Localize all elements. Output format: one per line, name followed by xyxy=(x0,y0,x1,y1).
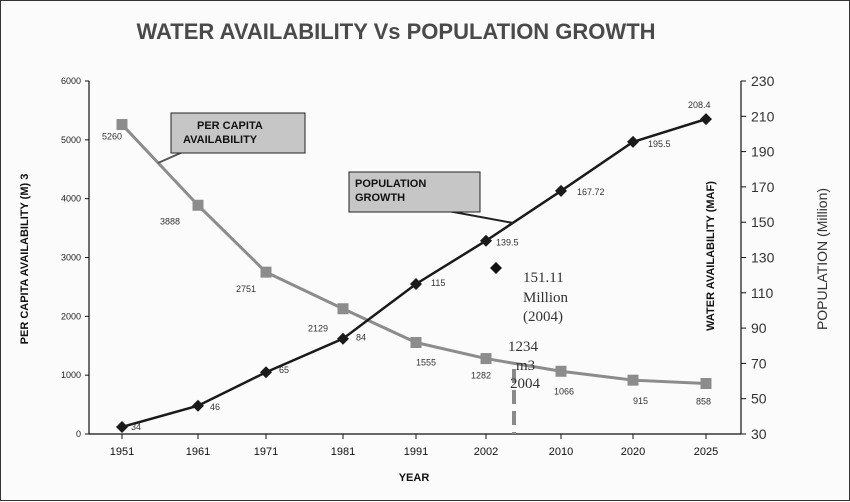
per-capita-data-label: 2751 xyxy=(236,284,256,294)
per-capita-point xyxy=(555,365,567,377)
left-y-ticks: 0 1000 2000 3000 4000 5000 6000 xyxy=(61,76,89,439)
population-callout: POPULATION GROWTH xyxy=(348,171,514,224)
per-capita-data-label: 1555 xyxy=(416,358,436,368)
population-point xyxy=(116,420,128,433)
per-capita-2004-year: 2004 xyxy=(510,376,541,392)
population-data-label: 65 xyxy=(279,365,289,375)
left-y-tick-label: 0 xyxy=(76,429,81,439)
population-callout-line1: POPULATION xyxy=(355,178,426,190)
population-point xyxy=(192,399,204,412)
left-y-tick-label: 4000 xyxy=(61,194,81,204)
x-tick-label: 2020 xyxy=(621,446,645,458)
per-capita-point xyxy=(337,303,349,315)
annotation-2004: 151.11 Million (2004) 1234 m3 2004 xyxy=(490,262,569,434)
per-capita-point xyxy=(627,374,639,386)
right-y-tick-label: 170 xyxy=(751,179,775,195)
x-tick-label: 1971 xyxy=(254,446,278,458)
per-capita-2004-value: 1234 xyxy=(508,339,539,355)
left-y-tick-label: 3000 xyxy=(61,253,81,263)
x-tick-label: 2010 xyxy=(549,446,573,458)
right-y-tick-label: 70 xyxy=(751,355,767,371)
right-y-tick-label: 210 xyxy=(751,108,775,124)
water-availability-axis-label: WATER AVAILABILITY (MAF) xyxy=(705,181,717,331)
population-data-label: 167.72 xyxy=(577,187,605,197)
population-callout-box xyxy=(348,171,481,213)
population-point xyxy=(555,184,567,197)
population-data-label: 115 xyxy=(431,278,445,288)
per-capita-callout: PER CAPITA AVAILABILITY xyxy=(157,112,306,164)
per-capita-point xyxy=(260,266,272,278)
population-line xyxy=(121,117,707,429)
population-point xyxy=(337,332,349,345)
population-data-label: 208.4 xyxy=(688,100,711,110)
per-capita-point xyxy=(410,337,422,349)
x-tick-label: 1981 xyxy=(331,446,355,458)
chart-title: WATER AVAILABILITY Vs POPULATION GROWTH xyxy=(136,19,655,44)
left-y-tick-label: 5000 xyxy=(61,135,81,145)
data-labels: 5260 3888 2751 2129 1555 1282 1066 915 858 34 46 65… xyxy=(102,100,711,432)
left-y-tick-label: 6000 xyxy=(61,76,81,86)
per-capita-point xyxy=(192,199,204,211)
right-y-tick-label: 110 xyxy=(751,285,774,301)
per-capita-callout-line1: PER CAPITA xyxy=(197,120,263,132)
x-tick-label: 1991 xyxy=(404,446,428,458)
right-y-axis-label: POPULATION (Million) xyxy=(814,188,830,330)
per-capita-data-label: 2129 xyxy=(308,324,328,334)
right-y-tick-label: 230 xyxy=(751,73,775,89)
per-capita-data-label: 5260 xyxy=(102,132,122,142)
x-tick-label: 2002 xyxy=(474,446,498,458)
right-y-ticks: 30 50 70 90 110 130 150 170 190 210 230 xyxy=(741,73,775,442)
population-2004-unit: Million xyxy=(523,290,569,306)
right-y-tick-label: 90 xyxy=(751,320,767,336)
per-capita-data-label: 915 xyxy=(633,396,648,406)
x-axis-label: YEAR xyxy=(399,472,430,484)
right-y-tick-label: 50 xyxy=(751,391,767,407)
right-y-tick-label: 30 xyxy=(751,426,767,442)
per-capita-point xyxy=(480,353,492,365)
population-point xyxy=(480,234,492,247)
population-data-label: 195.5 xyxy=(648,139,671,149)
per-capita-data-label: 1066 xyxy=(554,386,574,396)
per-capita-callout-box xyxy=(170,112,306,154)
x-tick-label: 1961 xyxy=(186,446,210,458)
population-point xyxy=(627,135,639,148)
right-y-tick-label: 150 xyxy=(751,214,775,230)
population-data-label: 139.5 xyxy=(496,238,519,248)
x-tick-label: 2025 xyxy=(694,446,718,458)
right-y-tick-label: 130 xyxy=(751,250,775,266)
population-data-label: 34 xyxy=(131,422,141,432)
x-ticks: 1951 1961 1971 1981 1991 2002 2010 2020 2025 xyxy=(110,434,718,458)
per-capita-data-label: 1282 xyxy=(471,371,491,381)
population-point xyxy=(410,277,422,290)
per-capita-data-label: 858 xyxy=(696,397,711,407)
population-2004-value: 151.11 xyxy=(523,270,564,286)
series-layer xyxy=(116,113,712,433)
per-capita-point xyxy=(700,378,712,390)
population-2004-marker xyxy=(490,262,502,274)
left-y-axis-label: PER CAPITA AVAILABILITY (M) 3 xyxy=(19,174,31,345)
population-callout-line2: GROWTH xyxy=(355,192,405,204)
x-tick-label: 1951 xyxy=(110,446,134,458)
population-data-label: 46 xyxy=(210,402,220,412)
right-y-tick-label: 190 xyxy=(751,144,775,160)
population-data-label: 84 xyxy=(356,333,366,343)
population-point xyxy=(700,113,712,126)
per-capita-callout-line2: AVAILABILITY xyxy=(183,134,258,146)
population-2004-year: (2004) xyxy=(523,309,563,325)
per-capita-point xyxy=(116,119,128,131)
left-y-tick-label: 1000 xyxy=(61,370,81,380)
per-capita-data-label: 3888 xyxy=(160,216,180,226)
population-point xyxy=(260,366,272,379)
per-capita-2004-unit: m3 xyxy=(516,358,535,374)
left-y-tick-label: 2000 xyxy=(61,311,81,321)
